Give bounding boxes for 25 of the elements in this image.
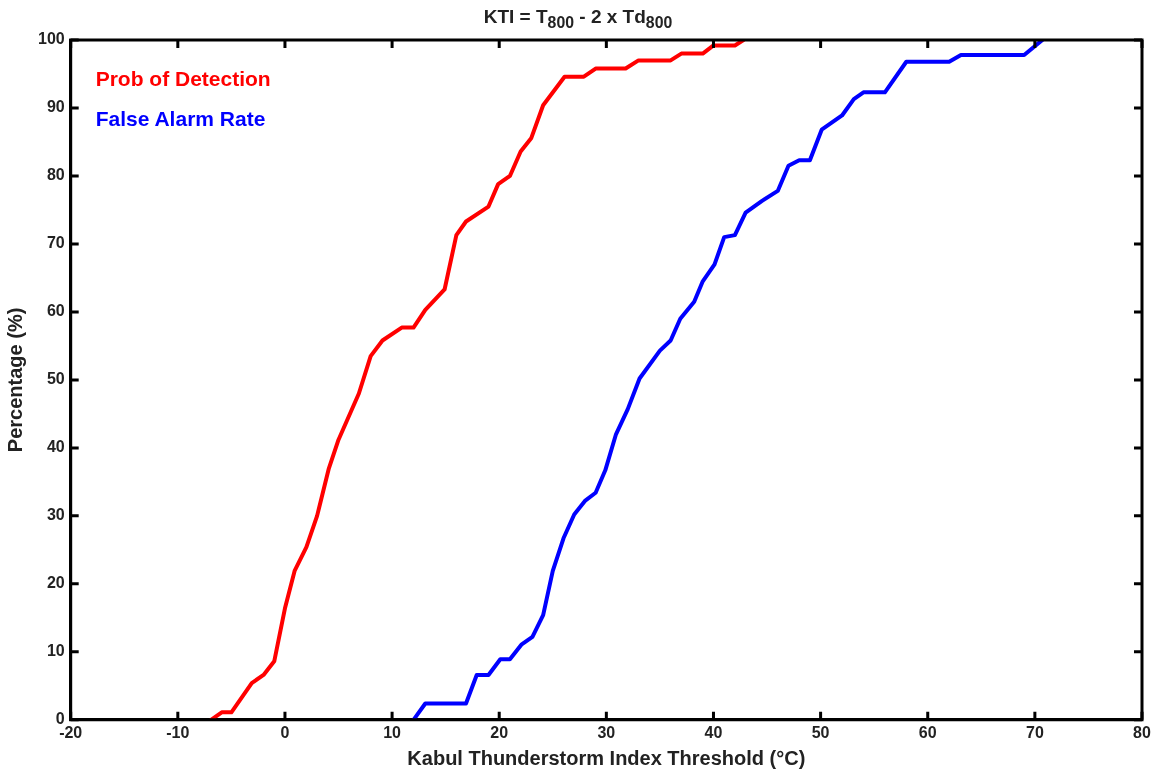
y-tick-label: 90: [46, 98, 65, 116]
text: Prob of Detection: [95, 66, 271, 90]
y-tick-label: 100: [37, 30, 65, 48]
y-tick-label: 20: [46, 574, 65, 592]
x-tick-label: 80: [1133, 723, 1151, 741]
x-tick-label: 50: [811, 723, 830, 741]
y-tick-label: 10: [46, 642, 65, 660]
y-tick-label: 40: [46, 438, 65, 456]
x-tick-label: 20: [490, 723, 509, 741]
x-tick-label: 60: [918, 723, 937, 741]
x-tick-label: 10: [383, 723, 402, 741]
y-axis-title: Percentage (%): [3, 307, 26, 453]
y-tick-label: 60: [46, 302, 65, 320]
y-tick-label: 80: [46, 166, 65, 184]
x-axis-title: Kabul Thunderstorm Index Threshold (°C): [407, 746, 806, 769]
x-tick-label: 70: [1025, 723, 1044, 741]
x-tick-label: -10: [166, 723, 190, 741]
text: False Alarm Rate: [95, 106, 266, 130]
x-tick-label: 0: [280, 723, 290, 741]
y-tick-label: 30: [46, 506, 65, 524]
x-tick-label: 40: [704, 723, 723, 741]
chart-title: KTI = T$_{800}$ - 2 x Td$_{800}$: [482, 6, 674, 32]
y-tick-label: 50: [46, 370, 65, 388]
y-tick-label: 70: [46, 234, 65, 252]
x-tick-label: 30: [597, 723, 616, 741]
